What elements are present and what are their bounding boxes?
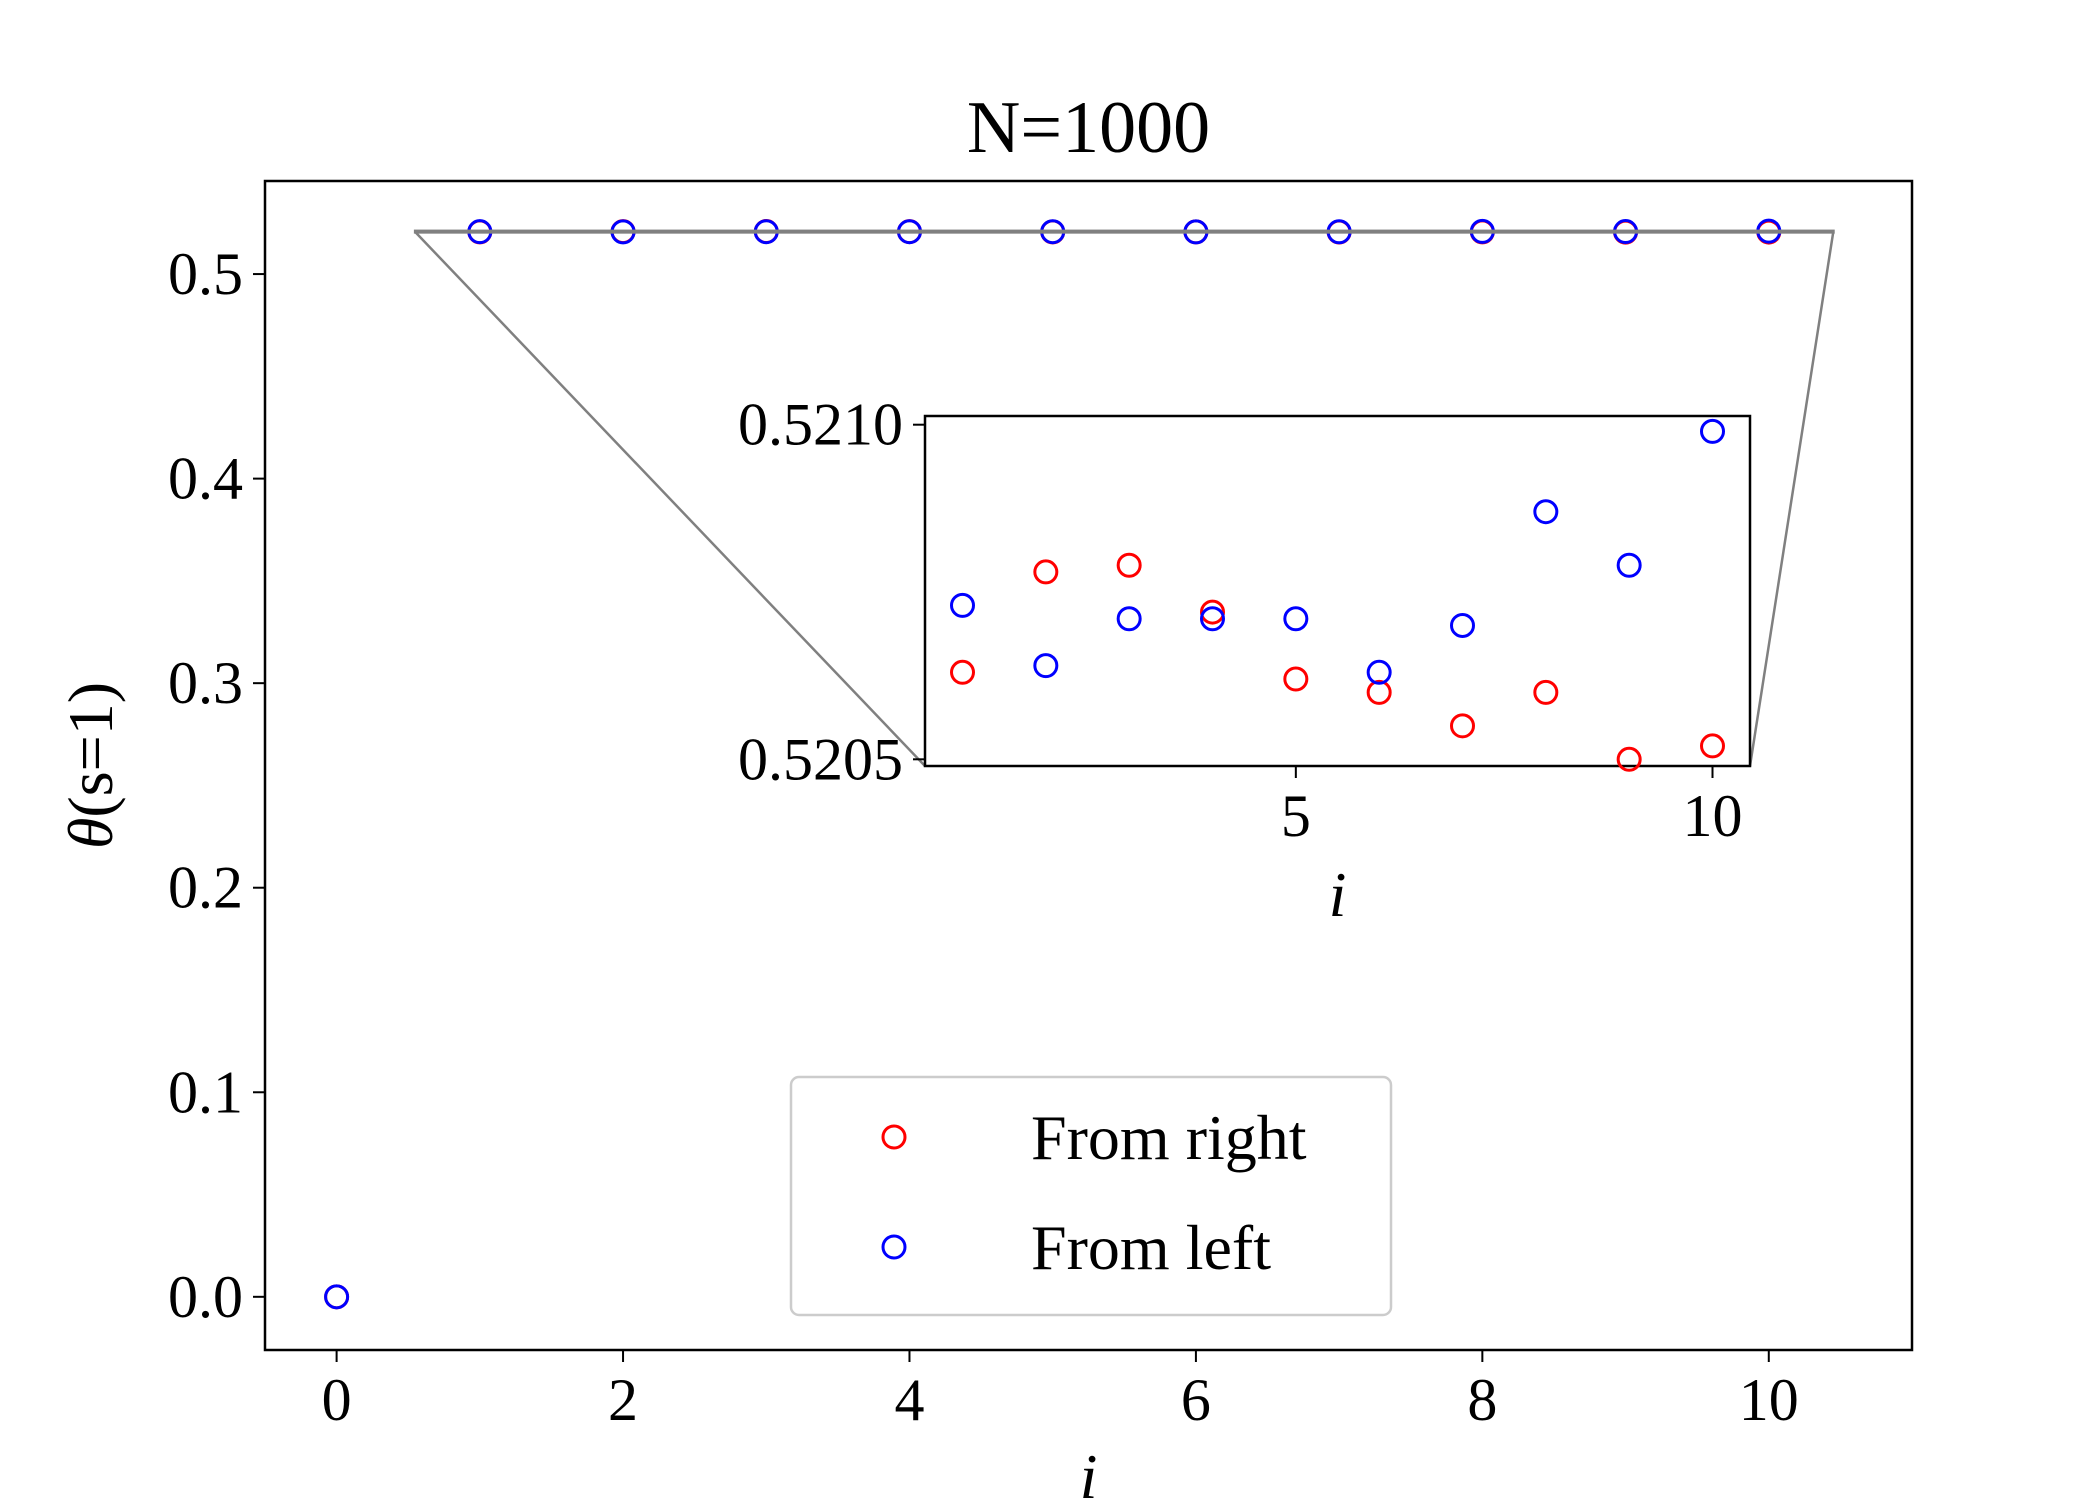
inset-marker-from-left (1700, 418, 1725, 444)
inset-x-tick-label: 10 (1683, 783, 1743, 849)
legend-marker-from-left (881, 1234, 907, 1260)
inset-marker-from-right (1616, 746, 1642, 772)
inset-marker-from-left (1283, 606, 1309, 632)
x-axis-label: i (1080, 1441, 1098, 1500)
inset-marker-from-left (1533, 499, 1559, 525)
x-tick-label: 4 (894, 1367, 924, 1433)
inset-marker-from-right (1200, 599, 1225, 625)
legend: From right From left (789, 1075, 1393, 1317)
x-tick-label: 6 (1181, 1367, 1211, 1433)
marker-from-left (324, 1284, 350, 1310)
y-tick-label: 0.3 (168, 650, 243, 716)
inset-x-tick-label: 5 (1281, 783, 1311, 849)
inset-y-tick-label: 0.5210 (738, 392, 903, 458)
zoom-connector-right (1748, 231, 1835, 767)
legend-label-from-right: From right (1031, 1102, 1307, 1173)
inset-marker-from-right (1033, 559, 1059, 585)
zoom-indicator-box (413, 229, 1835, 234)
legend-marker-from-right (881, 1124, 907, 1150)
inset-marker-from-right (1533, 679, 1559, 705)
x-tick-label: 8 (1467, 1367, 1497, 1433)
legend-box (789, 1075, 1393, 1317)
y-tick-label: 0.1 (168, 1059, 243, 1125)
inset-marker-from-right (1116, 552, 1142, 578)
zoom-connector-left (414, 231, 926, 767)
inset-marker-from-right (950, 659, 975, 685)
inset-marker-from-right (1700, 733, 1725, 759)
inset-series-layer (950, 418, 1725, 772)
y-tick-label: 0.4 (168, 446, 243, 512)
zoom-connector-lines (413, 229, 1835, 767)
inset-marker-from-left (1616, 552, 1642, 578)
y-tick-label: 0.2 (168, 855, 243, 921)
inset-background (913, 414, 1752, 778)
x-tick-label: 10 (1739, 1367, 1799, 1433)
inset-marker-from-right (1283, 666, 1309, 692)
y-axis-label: θ(s=1) (55, 682, 126, 849)
inset-marker-from-right (1450, 713, 1475, 739)
inset-marker-from-left (1116, 606, 1142, 632)
x-tick-label: 2 (608, 1367, 638, 1433)
y-tick-label: 0.0 (168, 1264, 243, 1330)
inset-marker-from-left (950, 592, 975, 618)
inset-x-axis-label: i (1329, 859, 1347, 930)
inset-axes-frame (923, 414, 1752, 768)
x-tick-label: 0 (322, 1367, 352, 1433)
inset-marker-from-left (1200, 606, 1225, 632)
inset-marker-from-right (1366, 679, 1392, 705)
legend-label-from-left: From left (1031, 1212, 1271, 1283)
inset-marker-from-left (1033, 653, 1059, 679)
axis-labels: 0 2 4 6 8 10 0.0 0.1 0.2 0.3 0.4 0.5 N=1000 i θ(s=1) 5 1… (55, 87, 1799, 1500)
inset-y-tick-label: 0.5205 (738, 726, 903, 792)
inset-marker-from-left (1366, 659, 1392, 685)
y-tick-label: 0.5 (168, 241, 243, 307)
main-plot-area (253, 179, 1914, 1362)
inset-marker-from-left (1450, 612, 1475, 638)
main-axes-frame (263, 179, 1914, 1352)
chart-title: N=1000 (967, 87, 1210, 169)
